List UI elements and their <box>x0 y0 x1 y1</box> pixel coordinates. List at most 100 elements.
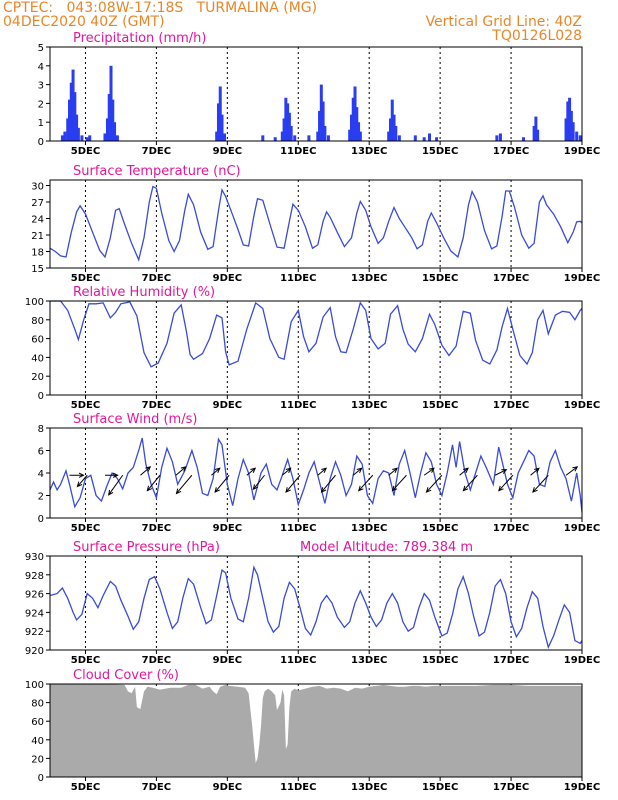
precip-bar <box>282 118 286 141</box>
wind-arrow-head <box>357 485 364 492</box>
x-tick-label: 7DEC <box>142 523 171 534</box>
precip-bar <box>569 110 573 141</box>
wind-arrow-head <box>112 472 119 478</box>
wind-arrow-head <box>501 469 508 474</box>
precip-bar <box>280 131 284 141</box>
wind-arrow <box>175 466 187 476</box>
x-tick-label: 9DEC <box>213 782 242 793</box>
x-tick-label: 13DEC <box>351 400 387 411</box>
precip-bar <box>286 103 290 141</box>
x-tick-label: 11DEC <box>280 782 316 793</box>
y-tick-label: 20 <box>31 372 44 383</box>
precip-bar <box>435 137 439 141</box>
precip-bar <box>284 97 288 141</box>
header-vertical-grid-note: Vertical Grid Line: 40Z <box>425 14 582 30</box>
precip-bar <box>69 82 73 141</box>
precip-bar <box>353 86 357 141</box>
precip-bar <box>111 99 115 141</box>
x-tick-label: 11DEC <box>280 146 316 157</box>
panel-frame <box>49 46 583 142</box>
y-tick-label: 27 <box>31 198 44 209</box>
precip-bar <box>63 131 67 141</box>
wind-arrow <box>285 474 301 493</box>
wind-arrow <box>532 474 549 493</box>
y-tick-label: 40 <box>31 353 44 364</box>
y-tick-label: 926 <box>25 590 44 601</box>
y-tick-label: 24 <box>31 215 44 226</box>
x-tick-label: 15DEC <box>422 400 458 411</box>
wind-arrow <box>388 467 398 476</box>
wind-arrow-head <box>532 487 538 493</box>
wind-arrow-head <box>356 467 363 474</box>
y-tick-label: 0 <box>38 514 44 525</box>
x-tick-label: 5DEC <box>71 146 100 157</box>
precip-bar <box>273 137 277 141</box>
wind-arrow-head <box>252 484 259 491</box>
y-tick-label: 2 <box>38 492 44 503</box>
wind-arrow-head <box>108 489 114 496</box>
wind-arrow-head <box>534 467 540 474</box>
precip-bar <box>321 101 325 141</box>
x-tick-label: 7DEC <box>142 273 171 284</box>
y-tick-label: 4 <box>38 469 44 480</box>
wind-arrow-head <box>463 467 469 474</box>
wind-arrow <box>317 467 327 476</box>
precip-bar <box>351 97 355 141</box>
x-tick-label: 19DEC <box>564 655 600 666</box>
series-line <box>49 185 583 262</box>
panel-title: Surface Wind (m/s) <box>73 412 197 427</box>
x-tick-label: 15DEC <box>422 273 458 284</box>
wind-arrow <box>565 466 578 476</box>
precip-bar <box>534 116 538 141</box>
wind-arrow-head <box>572 466 579 472</box>
wind-arrow <box>498 474 514 491</box>
precip-bar <box>107 94 111 141</box>
precip-bar <box>109 65 113 141</box>
x-tick-label: 15DEC <box>422 655 458 666</box>
x-tick-label: 19DEC <box>564 523 600 534</box>
series-line <box>50 300 583 368</box>
x-tick-label: 7DEC <box>142 146 171 157</box>
x-tick-label: 5DEC <box>71 782 100 793</box>
wind-arrow <box>140 466 151 476</box>
x-tick-label: 7DEC <box>142 400 171 411</box>
wind-arrow <box>530 467 540 476</box>
wind-arrow <box>392 474 407 491</box>
y-tick-label: 3 <box>38 81 44 92</box>
wind-arrow-head <box>285 487 291 493</box>
x-tick-label: 17DEC <box>493 655 529 666</box>
precip-bar <box>394 125 398 141</box>
precip-bar <box>216 103 220 141</box>
x-tick-label: 17DEC <box>493 146 529 157</box>
x-tick-label: 17DEC <box>493 523 529 534</box>
y-tick-label: 920 <box>25 646 44 657</box>
precip-bar <box>495 135 499 141</box>
y-tick-label: 40 <box>31 736 44 747</box>
y-tick-label: 0 <box>38 137 44 148</box>
precip-bar <box>60 135 64 141</box>
precip-bar <box>422 137 426 141</box>
y-tick-label: 80 <box>31 699 44 710</box>
wind-arrow <box>494 469 507 476</box>
precip-bar <box>568 97 572 141</box>
precip-bar <box>397 135 401 141</box>
wind-arrow-head <box>214 467 221 474</box>
precip-bar <box>66 118 70 141</box>
x-tick-label: 11DEC <box>280 523 316 534</box>
precip-bar <box>427 133 431 141</box>
panel-subtitle: Model Altitude: 789.384 m <box>300 540 473 555</box>
y-tick-label: 924 <box>25 608 44 619</box>
wind-arrow <box>358 474 374 491</box>
wind-arrow <box>426 474 443 493</box>
wind-arrow <box>246 467 256 476</box>
wind-arrow-head <box>498 485 504 492</box>
x-tick-label: 15DEC <box>422 523 458 534</box>
precip-bar <box>536 129 540 141</box>
wind-arrow-head <box>321 467 328 474</box>
precip-bar <box>390 99 394 141</box>
y-tick-label: 0 <box>38 391 44 402</box>
header-location: CPTEC: 043:08W-17:18S TURMALINA (MG) <box>3 0 318 16</box>
y-tick-label: 18 <box>31 248 44 259</box>
precip-bar <box>76 127 80 141</box>
